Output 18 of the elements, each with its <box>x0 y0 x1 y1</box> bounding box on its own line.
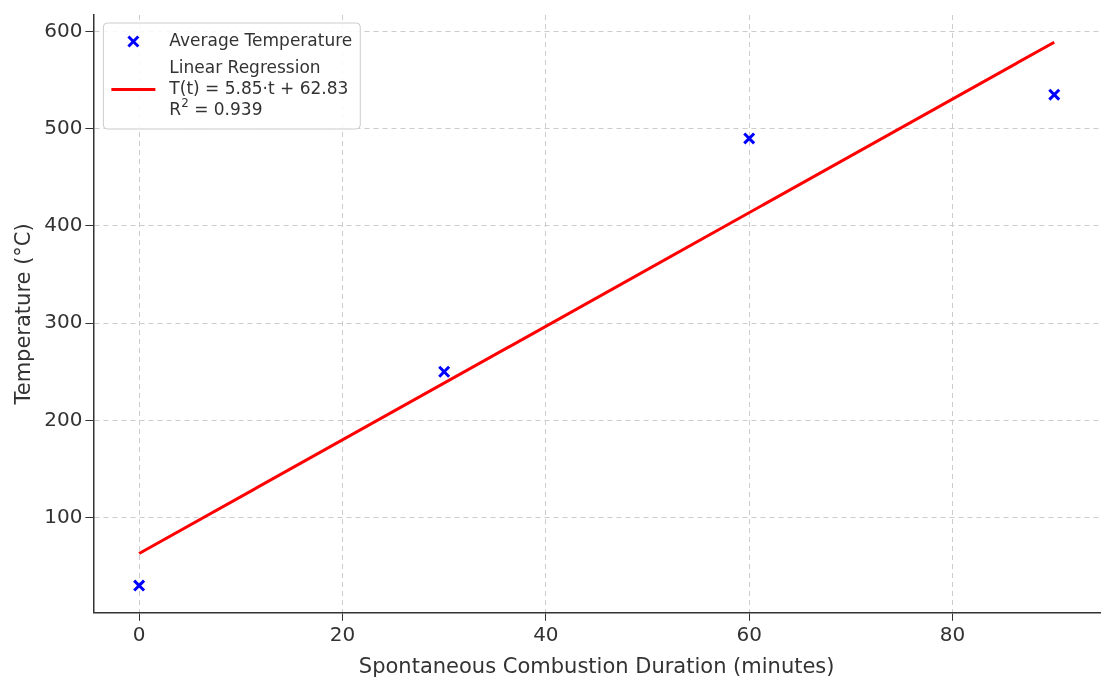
point <box>132 579 146 593</box>
x-tick-label: 20 <box>329 622 356 646</box>
x-tick-label: 0 <box>132 622 146 646</box>
x-tick-label: 60 <box>736 622 762 646</box>
point <box>437 365 451 379</box>
point <box>742 132 756 145</box>
y-tick-label: 600 <box>44 17 83 42</box>
x-tick-label: 40 <box>533 622 559 646</box>
x-axis-title: Spontaneous Combustion Duration (minutes) <box>358 653 835 678</box>
y-tick-label: 300 <box>44 309 83 334</box>
y-axis-title: Temperature (°C) <box>11 223 36 406</box>
point <box>1047 88 1061 102</box>
y-tick-label: 500 <box>44 114 83 139</box>
y-tick-label: 400 <box>44 212 83 237</box>
legend-label: Average Temperature <box>169 29 353 50</box>
x-tick-label: 80 <box>939 622 966 646</box>
y-tick-label: 200 <box>44 406 83 431</box>
y-tick-label: 100 <box>44 503 83 528</box>
